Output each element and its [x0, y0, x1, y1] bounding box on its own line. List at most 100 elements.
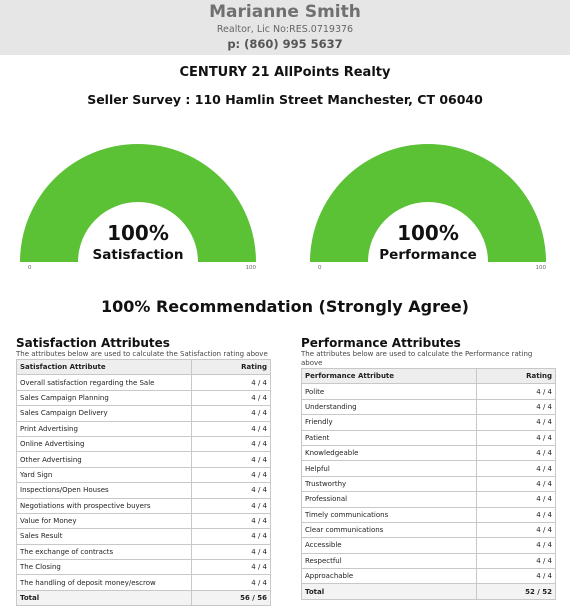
attribute-rating: 4 / 4: [191, 466, 271, 484]
column-header-attribute: Performance Attribute: [301, 367, 477, 385]
table-row: Friendly 4 / 4: [301, 414, 556, 431]
attribute-rating: 4 / 4: [476, 568, 556, 585]
table-row: Helpful 4 / 4: [301, 460, 556, 477]
table-row: Negotiations with prospective buyers 4 / …: [16, 497, 271, 514]
attribute-name: Timely communications: [301, 506, 477, 523]
attribute-rating: 4 / 4: [476, 475, 556, 493]
table-row: Approachable 4 / 4: [301, 568, 556, 585]
table-row: Value for Money 4 / 4: [16, 512, 271, 530]
attribute-name: The Closing: [16, 559, 192, 576]
attribute-rating: 4 / 4: [191, 482, 271, 499]
table-row: Other Advertising 4 / 4: [16, 451, 271, 468]
table-row: The Closing 4 / 4: [16, 559, 271, 576]
total-value: 52 / 52: [476, 583, 556, 600]
attribute-rating: 4 / 4: [476, 537, 556, 554]
satisfaction-min: 0: [28, 265, 32, 271]
performance-label: Performance: [379, 247, 477, 263]
column-header-attribute: Satisfaction Attribute: [16, 358, 192, 376]
table-row: The handling of deposit money/escrow 4 / …: [16, 574, 271, 591]
satisfaction-panel: Satisfaction Attributes The attributes b…: [16, 336, 271, 607]
attribute-name: Friendly: [301, 414, 477, 431]
table-row: Respectful 4 / 4: [301, 552, 556, 570]
table-header-row: Satisfaction Attribute Rating: [16, 358, 271, 376]
attribute-name: Helpful: [301, 460, 477, 477]
table-row: Professional 4 / 4: [301, 491, 556, 508]
gauge-fill: [310, 144, 546, 262]
attribute-rating: 4 / 4: [476, 414, 556, 431]
attribute-rating: 4 / 4: [191, 543, 271, 561]
table-row: Inspections/Open Houses 4 / 4: [16, 482, 271, 499]
attribute-rating: 4 / 4: [191, 405, 271, 422]
table-row: Polite 4 / 4: [301, 383, 556, 400]
table-row: Knowledgeable 4 / 4: [301, 444, 556, 462]
performance-min: 0: [318, 265, 322, 271]
attribute-name: Approachable: [301, 568, 477, 585]
attribute-name: The exchange of contracts: [16, 543, 192, 561]
attribute-rating: 4 / 4: [191, 420, 271, 437]
attribute-rating: 4 / 4: [191, 497, 271, 514]
attribute-name: Yard Sign: [16, 466, 192, 484]
table-row: Print Advertising 4 / 4: [16, 420, 271, 437]
attribute-name: Clear communications: [301, 521, 477, 539]
attribute-name: Inspections/Open Houses: [16, 482, 192, 499]
table-row: Sales Campaign Delivery 4 / 4: [16, 405, 271, 422]
table-row: Timely communications 4 / 4: [301, 506, 556, 523]
gauge-fill: [20, 144, 256, 262]
attribute-name: Sales Campaign Delivery: [16, 405, 192, 422]
attribute-rating: 4 / 4: [476, 398, 556, 416]
attribute-name: Polite: [301, 383, 477, 400]
attribute-rating: 4 / 4: [476, 491, 556, 508]
column-header-rating: Rating: [476, 367, 556, 385]
total-row: Total 52 / 52: [301, 583, 556, 600]
attribute-rating: 4 / 4: [191, 435, 271, 453]
attribute-rating: 4 / 4: [476, 521, 556, 539]
total-row: Total 56 / 56: [16, 589, 271, 607]
table-row: Sales Result 4 / 4: [16, 528, 271, 545]
agent-header: Marianne Smith Realtor, Lic No:RES.07193…: [0, 0, 570, 55]
attribute-rating: 4 / 4: [476, 429, 556, 446]
attribute-name: Trustworthy: [301, 475, 477, 493]
performance-table: Performance Attribute Rating Polite 4 / 4…: [301, 367, 556, 600]
agent-phone[interactable]: p: (860) 995 5637: [227, 37, 343, 51]
satisfaction-title: Satisfaction Attributes: [16, 336, 170, 350]
attribute-name: Respectful: [301, 552, 477, 570]
attribute-name: The handling of deposit money/escrow: [16, 574, 192, 591]
attribute-rating: 4 / 4: [476, 552, 556, 570]
attribute-name: Value for Money: [16, 512, 192, 530]
satisfaction-label: Satisfaction: [92, 247, 184, 263]
attribute-name: Understanding: [301, 398, 477, 416]
satisfaction-gauge-arc: [20, 144, 256, 262]
table-row: Understanding 4 / 4: [301, 398, 556, 416]
table-row: Sales Campaign Planning 4 / 4: [16, 389, 271, 407]
table-header-row: Performance Attribute Rating: [301, 367, 556, 385]
table-row: The exchange of contracts 4 / 4: [16, 543, 271, 561]
attribute-rating: 4 / 4: [476, 444, 556, 462]
satisfaction-gauge: 100% Satisfaction 0 100: [18, 137, 258, 277]
attribute-name: Professional: [301, 491, 477, 508]
attribute-name: Print Advertising: [16, 420, 192, 437]
table-row: Online Advertising 4 / 4: [16, 435, 271, 453]
attribute-name: Other Advertising: [16, 451, 192, 468]
table-row: Yard Sign 4 / 4: [16, 466, 271, 484]
performance-description: The attributes below are used to calcula…: [301, 350, 533, 367]
attribute-rating: 4 / 4: [476, 383, 556, 400]
total-value: 56 / 56: [191, 589, 271, 607]
table-row: Patient 4 / 4: [301, 429, 556, 446]
performance-title: Performance Attributes: [301, 336, 461, 350]
total-label: Total: [16, 589, 192, 607]
attribute-name: Overall satisfaction regarding the Sale: [16, 374, 192, 391]
column-header-rating: Rating: [191, 358, 271, 376]
performance-percent: 100%: [397, 221, 459, 245]
table-row: Trustworthy 4 / 4: [301, 475, 556, 493]
attribute-name: Sales Campaign Planning: [16, 389, 192, 407]
performance-panel: Performance Attributes The attributes be…: [301, 336, 556, 600]
total-label: Total: [301, 583, 477, 600]
attribute-name: Accessible: [301, 537, 477, 554]
table-row: Overall satisfaction regarding the Sale 4…: [16, 374, 271, 391]
attribute-name: Sales Result: [16, 528, 192, 545]
attribute-rating: 4 / 4: [191, 574, 271, 591]
table-row: Accessible 4 / 4: [301, 537, 556, 554]
attribute-rating: 4 / 4: [476, 506, 556, 523]
attribute-name: Online Advertising: [16, 435, 192, 453]
satisfaction-table: Satisfaction Attribute Rating Overall sa…: [16, 358, 271, 607]
